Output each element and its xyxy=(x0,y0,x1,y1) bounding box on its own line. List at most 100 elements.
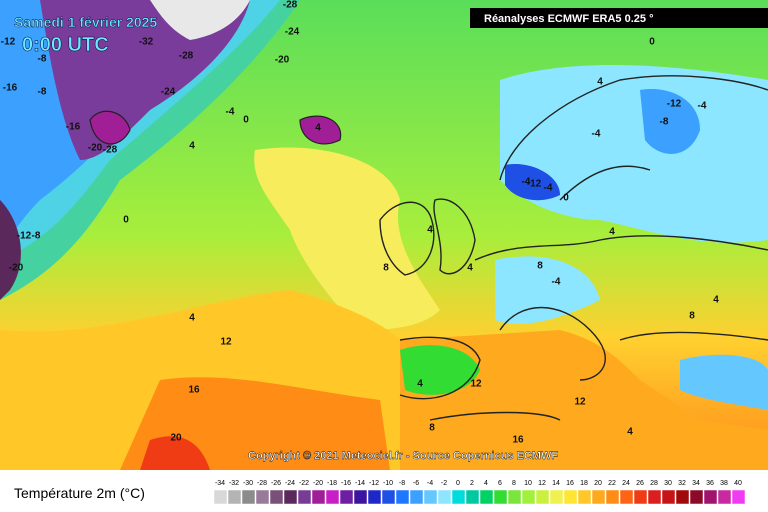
scale-swatch xyxy=(325,489,340,505)
contour-label: -8 xyxy=(38,87,47,98)
contour-label: 16 xyxy=(188,385,200,396)
scale-swatch xyxy=(675,489,690,505)
contour-label: 8 xyxy=(689,311,695,322)
scale-swatch xyxy=(507,489,522,505)
contour-label: -16 xyxy=(66,122,81,133)
contour-label: 0 xyxy=(243,115,249,126)
time: 0:00 UTC xyxy=(22,34,109,56)
scale-swatch xyxy=(619,489,634,505)
contour-label: -4 xyxy=(698,101,707,112)
contour-label: -24 xyxy=(285,27,300,38)
scale-swatch xyxy=(437,489,452,505)
scale-label: 14 xyxy=(552,480,560,487)
scale-label: 16 xyxy=(566,480,574,487)
anatolia xyxy=(680,354,768,410)
scale-swatch xyxy=(661,489,676,505)
scale-label: -6 xyxy=(413,480,419,487)
scale-label: 12 xyxy=(538,480,546,487)
scale-swatch xyxy=(367,489,382,505)
contour-label: 8 xyxy=(383,263,389,274)
contour-label: 4 xyxy=(609,227,615,238)
scale-label: 36 xyxy=(706,480,714,487)
iberia xyxy=(400,345,480,395)
scale-label: -12 xyxy=(369,480,379,487)
contour-label: -28 xyxy=(103,145,118,156)
scale-label: 18 xyxy=(580,480,588,487)
contour-label: 4 xyxy=(189,141,195,152)
scale-label: 22 xyxy=(608,480,616,487)
scale-label: -32 xyxy=(229,480,239,487)
scale-label: 26 xyxy=(636,480,644,487)
scale-swatch xyxy=(577,489,592,505)
date: Samedi 1 février 2025 xyxy=(14,14,157,30)
scale-swatch xyxy=(269,489,284,505)
legend-title: Température 2m (°C) xyxy=(14,485,145,501)
contour-label: -12 xyxy=(527,179,542,190)
contour-label: -8 xyxy=(660,117,669,128)
scale-swatch xyxy=(381,489,396,505)
contour-label: 4 xyxy=(315,123,321,134)
scale-label: -20 xyxy=(313,480,323,487)
contour-label: -20 xyxy=(88,143,103,154)
scale-swatch xyxy=(605,489,620,505)
scale-swatch xyxy=(633,489,648,505)
scale-label: 30 xyxy=(664,480,672,487)
scale-swatch xyxy=(409,489,424,505)
norway-cold xyxy=(505,164,560,201)
scale-label: 4 xyxy=(484,480,488,487)
scale-swatch xyxy=(213,489,228,505)
scale-swatch xyxy=(423,489,438,505)
hot-region xyxy=(140,436,210,470)
contour-label: -12 xyxy=(17,231,32,242)
scale-label: 40 xyxy=(734,480,742,487)
contour-label: 12 xyxy=(574,397,586,408)
scale-swatch xyxy=(549,489,564,505)
scale-label: -16 xyxy=(341,480,351,487)
scale-label: 24 xyxy=(622,480,630,487)
alps-cold xyxy=(495,256,600,324)
contour-label: -32 xyxy=(139,37,154,48)
contour-label: -12 xyxy=(1,37,16,48)
scale-label: 0 xyxy=(456,480,460,487)
scale-label: -8 xyxy=(399,480,405,487)
scale-swatch xyxy=(521,489,536,505)
scale-label: 2 xyxy=(470,480,474,487)
scale-label: -30 xyxy=(243,480,253,487)
badge-bg xyxy=(470,8,768,28)
contour-label: -20 xyxy=(275,55,290,66)
scale-swatch xyxy=(731,489,746,505)
contour-label: -8 xyxy=(38,54,47,65)
greenland-ice xyxy=(150,0,250,40)
contour-label: -8 xyxy=(32,231,41,242)
lapland xyxy=(640,89,700,154)
contour-label: 20 xyxy=(170,433,182,444)
contour-label: 0 xyxy=(649,37,655,48)
scale-swatch xyxy=(451,489,466,505)
scale-swatch xyxy=(563,489,578,505)
scale-label: -22 xyxy=(299,480,309,487)
contour-label: -4 xyxy=(226,107,235,118)
scale-swatch xyxy=(241,489,256,505)
scale-label: 38 xyxy=(720,480,728,487)
scale-swatch xyxy=(255,489,270,505)
scale-swatch xyxy=(689,489,704,505)
scale-swatch xyxy=(703,489,718,505)
scale-swatch xyxy=(535,489,550,505)
contour-label: -4 xyxy=(522,177,531,188)
contour-label: 4 xyxy=(427,225,433,236)
contour-label: 0 xyxy=(123,215,129,226)
contour-label: 4 xyxy=(597,77,603,88)
scale-label: -24 xyxy=(285,480,295,487)
contour-label: 12 xyxy=(220,337,232,348)
scale-label: -18 xyxy=(327,480,337,487)
scale-label: -26 xyxy=(271,480,281,487)
color-scale: -34 -32 -30 -28 -26 -24 -22 -20 -18 -16 -14 -12 -10-… xyxy=(213,480,746,505)
scale-swatch xyxy=(227,489,242,505)
contour-label: 8 xyxy=(429,423,435,434)
scale-label: 34 xyxy=(692,480,700,487)
scale-label: -34 xyxy=(215,480,225,487)
scale-label: 20 xyxy=(594,480,602,487)
scale-label: 32 xyxy=(678,480,686,487)
